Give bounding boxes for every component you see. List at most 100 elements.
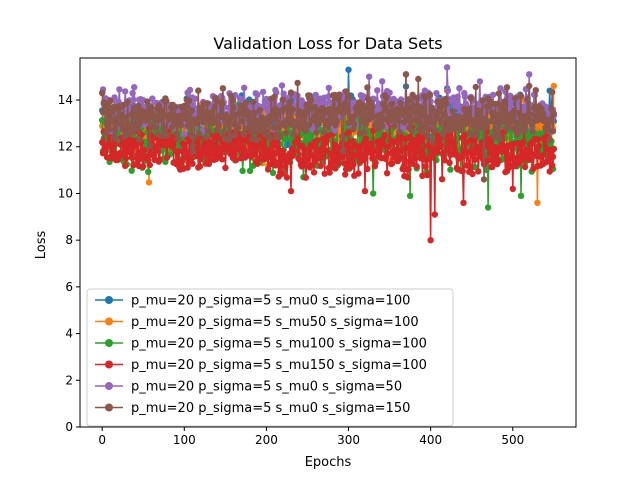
data-point	[395, 153, 402, 161]
data-point	[181, 142, 188, 149]
data-point	[195, 130, 203, 137]
data-point	[456, 85, 463, 92]
data-point	[274, 144, 282, 152]
data-point	[275, 123, 282, 131]
data-point	[251, 109, 259, 117]
data-point	[312, 91, 319, 99]
data-point	[223, 113, 231, 120]
data-point	[535, 136, 542, 143]
data-point	[460, 199, 467, 206]
data-point	[412, 109, 420, 116]
x-tick-label: 0	[98, 433, 106, 447]
data-point	[163, 97, 170, 104]
data-point	[503, 84, 511, 91]
data-point	[326, 169, 333, 176]
data-point	[476, 78, 484, 85]
data-point	[195, 87, 202, 94]
data-point	[276, 134, 283, 141]
data-point	[190, 148, 197, 155]
data-point	[355, 170, 362, 177]
data-point	[489, 91, 497, 99]
data-point	[443, 100, 450, 107]
data-point	[197, 155, 204, 162]
data-point	[174, 135, 181, 142]
x-tick-label: 300	[337, 433, 360, 447]
legend-item: p_mu=20 p_sigma=5 s_mu0 s_sigma=100	[95, 294, 410, 309]
data-point	[495, 157, 502, 165]
data-point	[286, 99, 293, 106]
data-point	[112, 135, 120, 142]
y-tick-label: 14	[58, 93, 73, 107]
data-point	[309, 162, 316, 169]
data-point	[264, 166, 272, 173]
data-point	[361, 106, 369, 113]
data-point	[387, 117, 394, 124]
y-tick-label: 2	[65, 373, 73, 387]
data-point	[322, 147, 329, 154]
data-point	[453, 99, 461, 106]
data-point	[149, 95, 156, 102]
data-point	[278, 107, 286, 115]
data-point	[335, 96, 342, 103]
data-point	[271, 93, 278, 101]
data-point	[550, 145, 557, 153]
x-tick-label: 100	[173, 433, 196, 447]
data-point	[159, 111, 167, 118]
data-point	[318, 154, 325, 161]
data-point	[287, 187, 295, 195]
data-point	[454, 93, 461, 100]
data-point	[512, 95, 519, 102]
legend-box	[86, 288, 454, 427]
data-point	[546, 136, 553, 144]
data-point	[524, 96, 531, 103]
data-point	[447, 166, 454, 173]
data-point	[211, 103, 218, 111]
data-point	[331, 127, 338, 134]
data-point	[487, 98, 494, 106]
data-point	[218, 156, 226, 163]
data-point	[339, 147, 346, 155]
legend-item: p_mu=20 p_sigma=5 s_mu150 s_sigma=100	[95, 358, 427, 373]
data-point	[155, 102, 162, 109]
data-point	[438, 119, 445, 127]
data-point	[345, 66, 352, 73]
data-point	[511, 107, 518, 114]
data-point	[526, 82, 533, 90]
data-point	[351, 120, 358, 128]
data-point	[494, 130, 502, 138]
data-point	[228, 149, 236, 156]
data-point	[230, 104, 237, 111]
legend-marker	[105, 339, 113, 347]
data-point	[188, 107, 195, 114]
data-point	[419, 172, 426, 179]
data-point	[108, 155, 115, 162]
data-point	[331, 91, 338, 99]
data-point	[535, 142, 543, 150]
data-point	[327, 150, 334, 157]
data-point	[360, 156, 367, 163]
data-point	[450, 139, 457, 146]
data-point	[132, 140, 139, 147]
data-point	[324, 123, 332, 131]
data-point	[302, 127, 309, 135]
data-point	[278, 170, 286, 177]
data-point	[550, 82, 557, 90]
data-point	[544, 158, 552, 165]
data-point	[242, 99, 250, 107]
data-point	[432, 127, 439, 134]
data-point	[219, 85, 227, 92]
data-point	[145, 179, 153, 186]
data-point	[484, 123, 491, 130]
data-point	[397, 147, 405, 154]
data-point	[431, 211, 438, 218]
data-point	[129, 90, 136, 97]
data-point	[370, 190, 377, 197]
data-point	[136, 120, 144, 127]
x-tick-label: 400	[419, 433, 442, 447]
data-point	[534, 199, 541, 206]
data-point	[131, 84, 138, 91]
data-point	[526, 156, 533, 163]
data-point	[241, 84, 248, 92]
data-point	[521, 163, 529, 171]
data-point	[429, 153, 437, 160]
